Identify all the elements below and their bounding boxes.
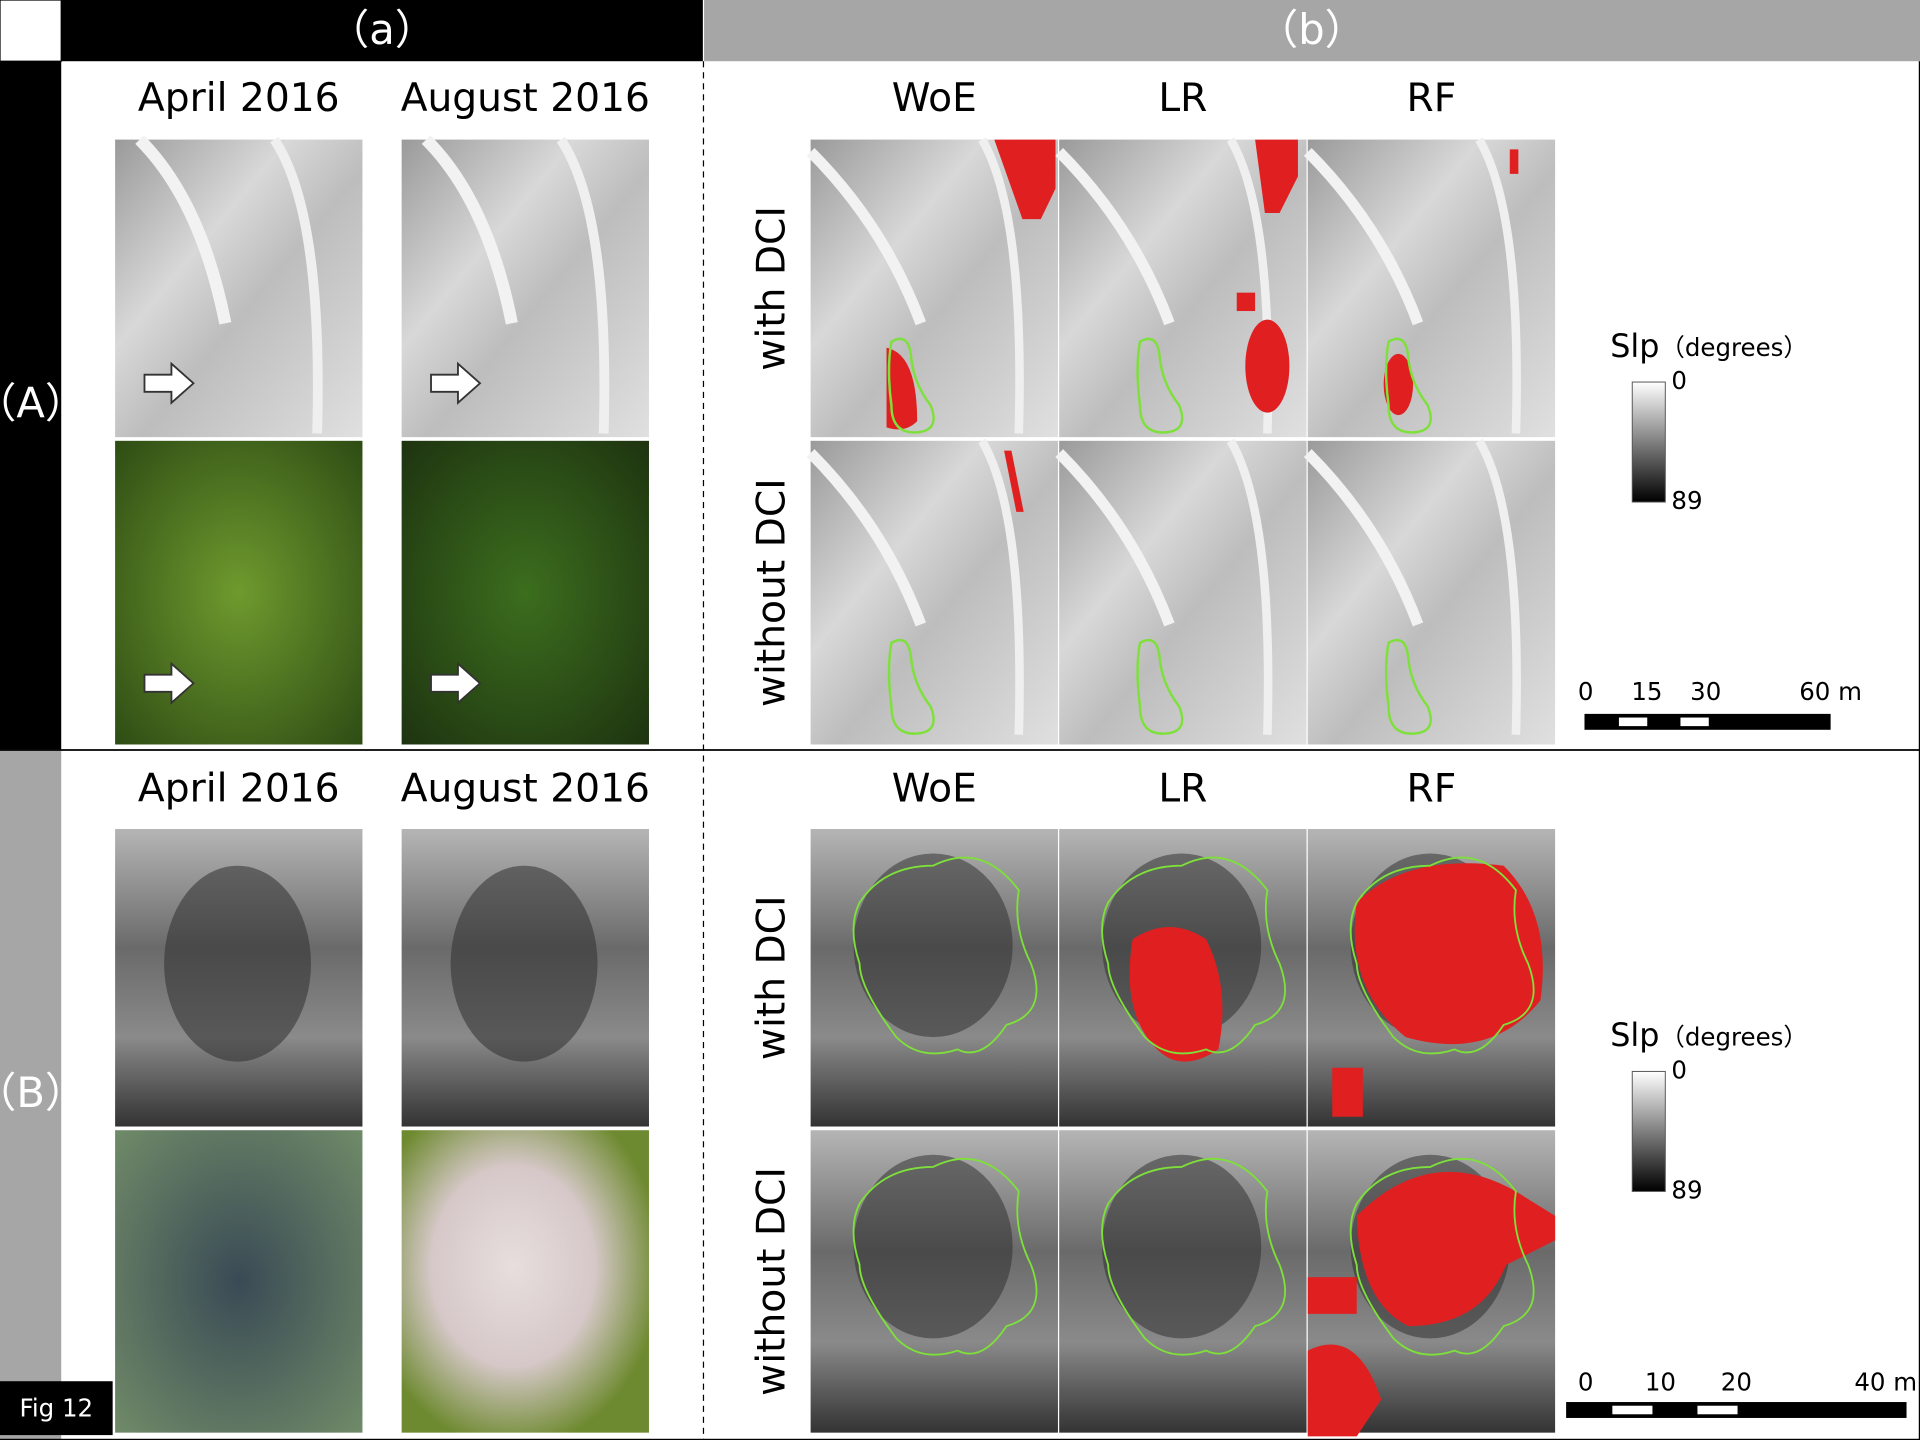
- scale-bar-label: 15: [1631, 677, 1662, 706]
- date-title: April 2016: [138, 76, 340, 121]
- scale-bar-label: 40 m: [1854, 1368, 1917, 1397]
- scar: [164, 866, 311, 1062]
- method-title: LR: [1158, 767, 1207, 812]
- aerial-image: [115, 441, 362, 745]
- scale-bar-label: 20: [1721, 1368, 1752, 1397]
- date-title: August 2016: [401, 76, 650, 121]
- scar: [451, 866, 598, 1062]
- scale-bar-label: 60 m: [1799, 677, 1862, 706]
- colorbar-top-label: 0: [1671, 1055, 1687, 1084]
- legend-title: Slp: [1610, 327, 1659, 365]
- method-title: LR: [1158, 76, 1207, 121]
- colorbar: [1632, 382, 1665, 502]
- aerial-image: [402, 1130, 649, 1432]
- date-title: August 2016: [401, 767, 650, 812]
- prediction: [1308, 1277, 1357, 1314]
- colorbar-bottom-label: 89: [1671, 1175, 1702, 1204]
- variant-label: without DCI: [749, 478, 794, 707]
- figure-label: Fig 12: [20, 1393, 94, 1422]
- aerial-image: [402, 441, 649, 745]
- scale-bar-segment: [1680, 718, 1708, 727]
- prediction: [1245, 320, 1289, 413]
- row-label: （A）: [0, 379, 86, 428]
- method-title: RF: [1407, 76, 1457, 121]
- variant-label: with DCI: [749, 895, 794, 1060]
- header-b-label: （b）: [1257, 5, 1367, 54]
- variant-label: with DCI: [749, 206, 794, 371]
- legend-unit: （degrees）: [1660, 1022, 1807, 1051]
- header-a-label: （a）: [328, 5, 437, 54]
- scale-bar-label: 30: [1690, 677, 1721, 706]
- colorbar-top-label: 0: [1671, 366, 1687, 395]
- scale-bar-label: 0: [1578, 677, 1594, 706]
- method-title: WoE: [892, 767, 977, 812]
- method-title: RF: [1407, 767, 1457, 812]
- colorbar: [1632, 1071, 1665, 1191]
- colorbar-bottom-label: 89: [1671, 486, 1702, 515]
- scale-bar-segment: [1612, 1406, 1652, 1415]
- scale-bar-segment: [1619, 718, 1647, 727]
- scale-bar-label: 10: [1645, 1368, 1676, 1397]
- prediction: [1332, 1068, 1363, 1117]
- scale-bar-segment: [1697, 1406, 1737, 1415]
- prediction: [1510, 149, 1519, 173]
- corner: [0, 0, 61, 61]
- scale-bar-label: 0: [1578, 1368, 1594, 1397]
- legend-unit: （degrees）: [1660, 333, 1807, 362]
- variant-label: without DCI: [749, 1167, 794, 1396]
- prediction: [1237, 293, 1255, 311]
- aerial-image: [115, 1130, 362, 1432]
- page: （a） （b） Fig 12 （A） April 2016 August 2016 W…: [0, 0, 1920, 1440]
- legend-title: Slp: [1610, 1016, 1659, 1054]
- row-label: （B）: [0, 1068, 87, 1117]
- date-title: April 2016: [138, 767, 340, 812]
- content: （A） April 2016 August 2016 WoE LR RF with DCI w…: [0, 76, 1917, 1436]
- figure: （a） （b） Fig 12 （A） April 2016 August 2016 W…: [0, 0, 1920, 1440]
- method-title: WoE: [892, 76, 977, 121]
